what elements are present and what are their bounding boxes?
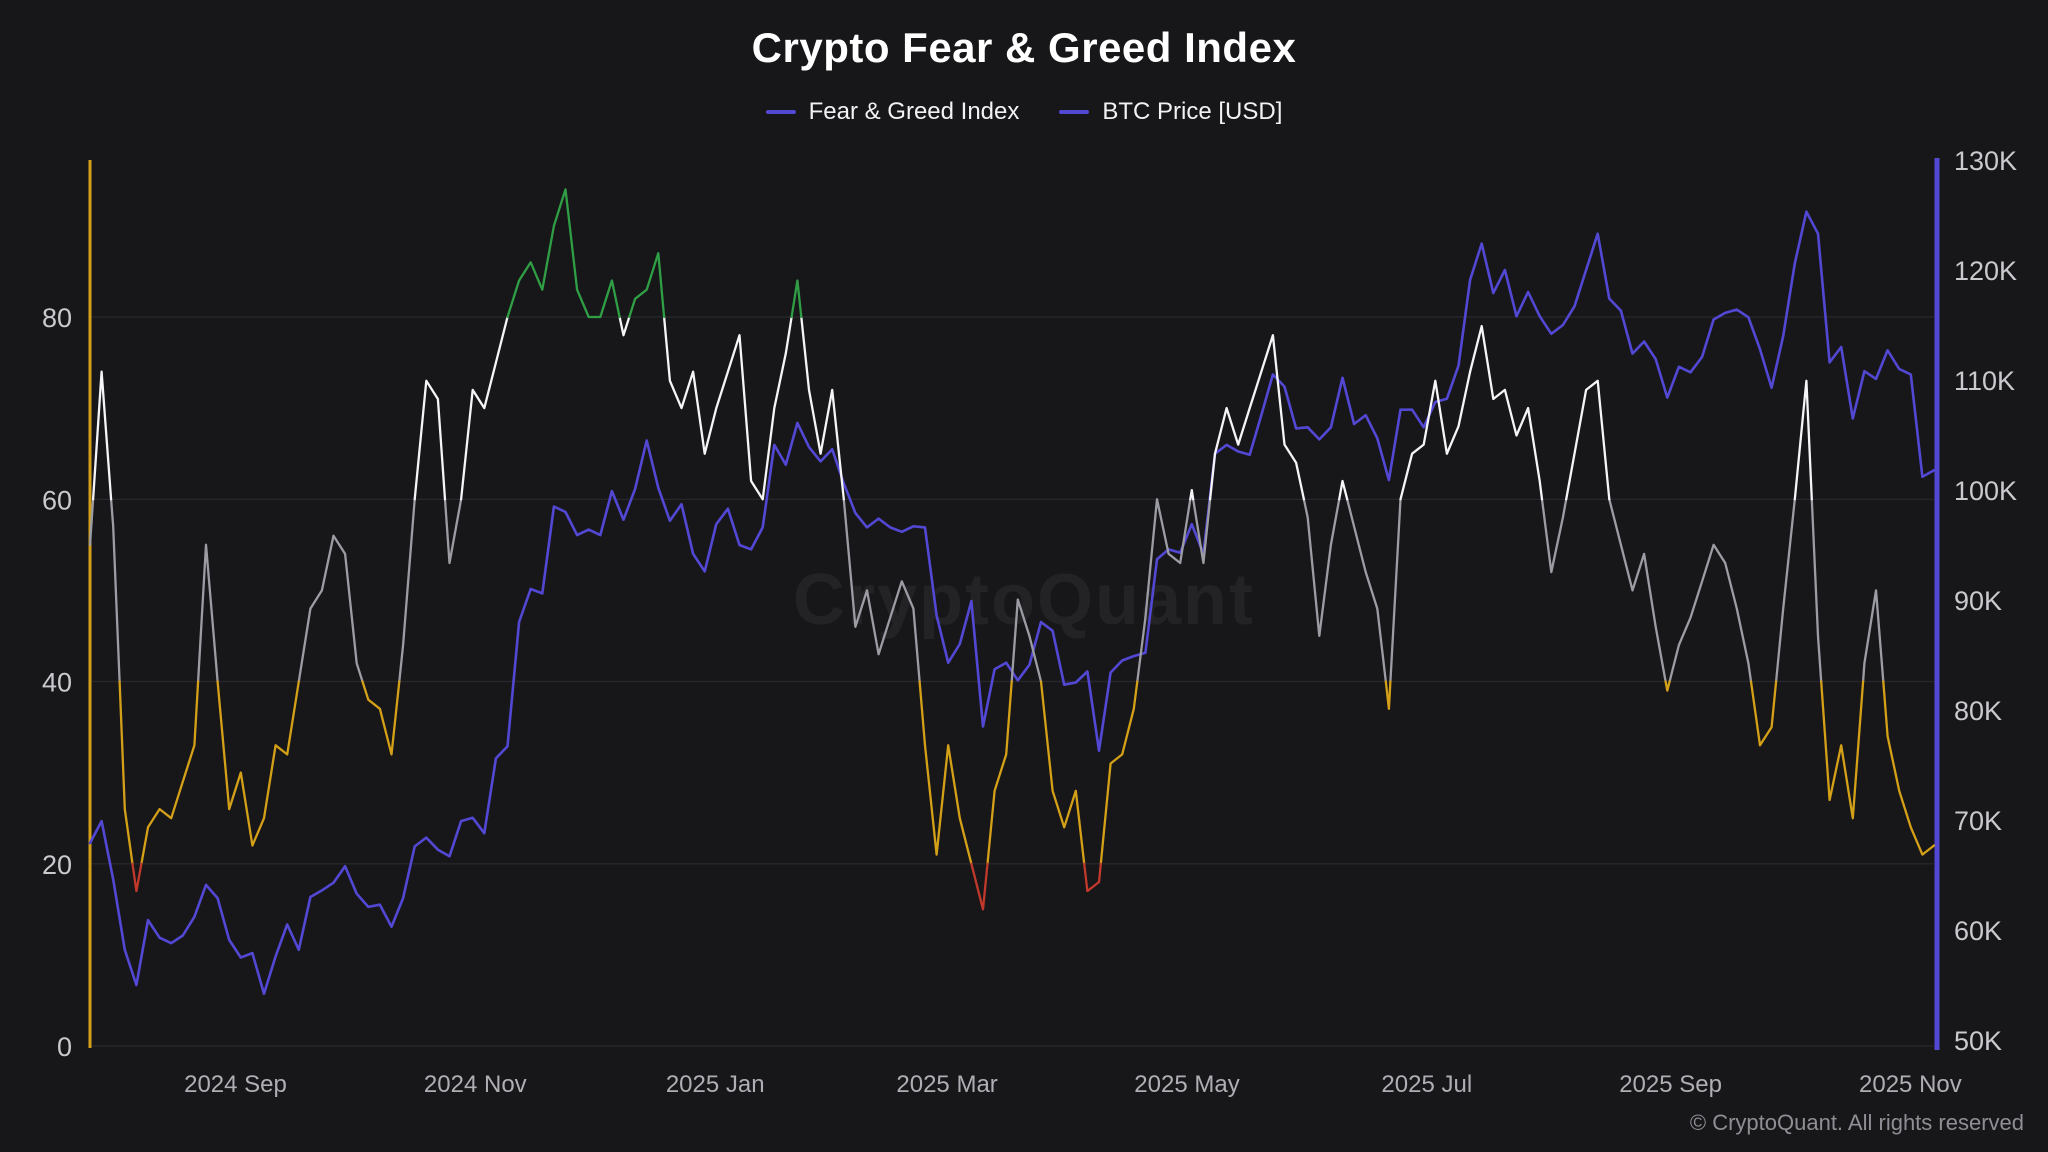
legend-item-btc-price[interactable]: BTC Price [USD]	[1059, 98, 1282, 126]
x-axis-tick-label: 2025 Nov	[1859, 1071, 1962, 1098]
x-axis-tick-label: 2025 Sep	[1619, 1071, 1722, 1098]
legend-label-btc-price: BTC Price [USD]	[1102, 98, 1283, 125]
x-axis-tick-label: 2025 Mar	[896, 1071, 997, 1098]
legend-swatch-fear-greed-icon	[765, 110, 796, 114]
right-axis-tick-label: 70K	[1954, 806, 2002, 836]
btc-price-line	[88, 210, 1936, 996]
legend-swatch-btc-price-icon	[1059, 110, 1090, 114]
fear-greed-line-segment	[91, 315, 1813, 501]
fear-greed-line-segment	[118, 680, 1936, 865]
left-axis-tick-label: 20	[42, 850, 72, 880]
left-axis-tick-label: 40	[42, 668, 72, 698]
x-axis-tick-label: 2025 May	[1134, 1071, 1239, 1098]
right-axis-tick-label: 90K	[1954, 586, 2002, 616]
x-axis-tick-label: 2024 Sep	[184, 1071, 287, 1098]
x-axis-tick-label: 2025 Jan	[666, 1071, 765, 1098]
fear-greed-line-segment	[88, 498, 1885, 683]
right-axis-tick-label: 50K	[1954, 1026, 2002, 1056]
x-axis-tick-label: 2024 Nov	[424, 1071, 527, 1098]
fear-greed-line-segment	[131, 862, 1102, 911]
right-axis-tick-label: 130K	[1954, 146, 2017, 176]
left-axis-tick-label: 60	[42, 485, 72, 515]
left-axis-tick-label: 80	[42, 303, 72, 333]
right-axis-tick-label: 110K	[1954, 366, 2015, 396]
left-axis-tick-label: 0	[57, 1032, 72, 1062]
x-axis-tick-label: 2025 Jul	[1381, 1071, 1472, 1098]
legend-item-fear-greed-index[interactable]: Fear & Greed Index	[765, 98, 1020, 126]
right-axis-tick-label: 60K	[1954, 916, 2002, 946]
copyright-notice: © CryptoQuant. All rights reserved	[1689, 1110, 2024, 1135]
right-axis-tick-label: 120K	[1954, 256, 2017, 286]
legend-label-fear-greed: Fear & Greed Index	[808, 98, 1020, 125]
chart-title: Crypto Fear & Greed Index	[751, 24, 1297, 71]
fear-greed-line-segment	[506, 188, 803, 319]
right-axis-tick-label: 100K	[1954, 476, 2017, 506]
chart-legend: Fear & Greed Index BTC Price [USD]	[0, 98, 2048, 126]
right-axis-tick-label: 80K	[1954, 696, 2002, 726]
